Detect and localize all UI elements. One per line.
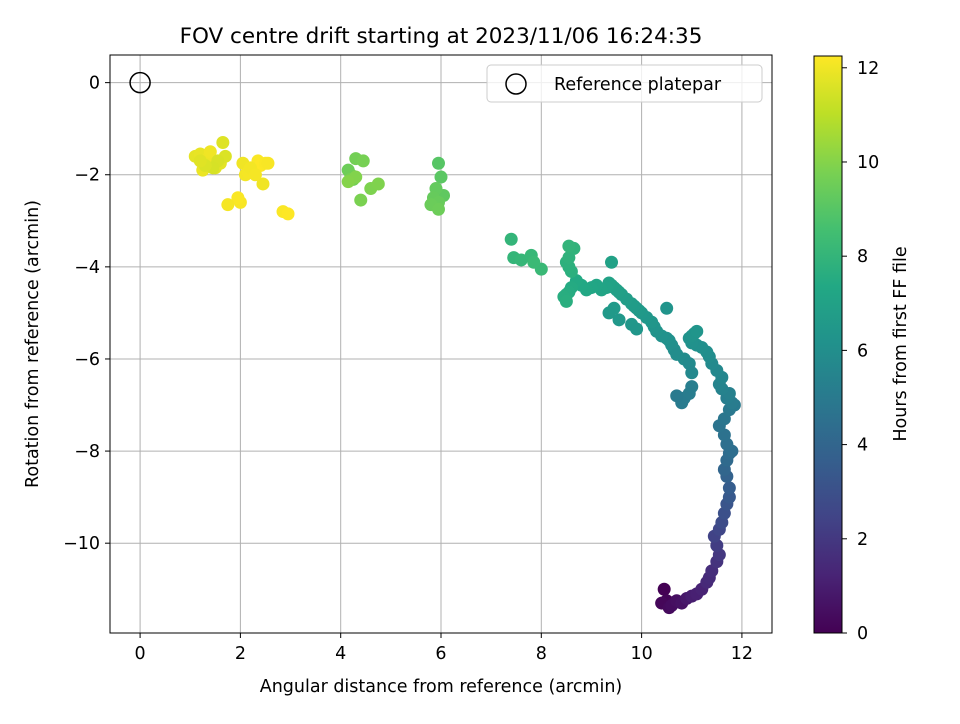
reference-platepar-marker <box>129 71 151 94</box>
data-point <box>722 481 736 495</box>
data-point <box>256 177 270 191</box>
legend-marker-reference <box>505 73 527 95</box>
colorbar-tick-label: 4 <box>857 436 868 456</box>
grid-lines <box>110 55 772 633</box>
data-point <box>602 306 616 320</box>
colorbar-tick-label: 8 <box>857 247 868 267</box>
colorbar-tick-label: 0 <box>857 624 868 644</box>
data-point <box>341 175 355 189</box>
colorbar: 0 2 4 6 8 10 12 Hours from first FF file <box>813 55 911 644</box>
y-tick-label: 0 <box>89 74 100 94</box>
data-point <box>248 168 262 182</box>
data-point <box>605 255 619 269</box>
data-point <box>231 191 245 205</box>
data-point <box>670 347 684 361</box>
legend: Reference platepar <box>486 64 763 103</box>
data-point <box>690 324 704 338</box>
colorbar-ticks: 0 2 4 6 8 10 12 <box>842 59 879 644</box>
colorbar-gradient <box>813 55 843 634</box>
x-tick-label: 4 <box>335 644 346 664</box>
data-point <box>356 154 370 168</box>
data-point <box>431 156 445 170</box>
y-tick-label: −4 <box>74 258 100 278</box>
data-point <box>193 154 207 168</box>
data-point <box>722 490 736 504</box>
y-tick-label: −6 <box>74 350 100 370</box>
colorbar-tick-label: 2 <box>857 530 868 550</box>
x-tick-label: 8 <box>536 644 547 664</box>
legend-label-reference: Reference platepar <box>554 75 722 95</box>
colorbar-tick-label: 6 <box>857 341 868 361</box>
y-tick-label: −8 <box>74 442 100 462</box>
data-point <box>630 322 644 336</box>
x-tick-label: 12 <box>731 644 753 664</box>
data-point <box>504 232 518 246</box>
data-point <box>612 313 626 327</box>
chart-title: FOV centre drift starting at 2023/11/06 … <box>180 24 703 49</box>
x-axis-label: Angular distance from reference (arcmin) <box>260 677 623 697</box>
data-point <box>559 294 573 308</box>
colorbar-tick-label: 12 <box>857 59 879 79</box>
data-point <box>434 170 448 184</box>
data-point <box>203 145 217 159</box>
x-tick-label: 6 <box>435 644 446 664</box>
data-point <box>527 255 541 269</box>
colorbar-label: Hours from first FF file <box>891 246 911 441</box>
x-tick-label: 2 <box>235 644 246 664</box>
data-point <box>685 366 699 380</box>
y-axis-label: Rotation from reference (arcmin) <box>23 200 43 488</box>
data-points <box>188 136 741 615</box>
data-point <box>261 156 275 170</box>
colorbar-tick-label: 10 <box>857 153 879 173</box>
x-tick-label: 10 <box>630 644 652 664</box>
data-point <box>354 193 368 207</box>
data-point <box>514 253 528 267</box>
data-point <box>657 582 671 596</box>
data-point <box>562 239 576 253</box>
data-point <box>281 207 295 221</box>
legend-box <box>486 64 763 103</box>
data-point <box>670 389 684 403</box>
data-point <box>221 198 235 212</box>
data-point <box>371 177 385 191</box>
data-point <box>660 301 674 315</box>
data-point <box>431 202 445 216</box>
x-tick-label: 0 <box>135 644 146 664</box>
y-tick-label: −10 <box>63 534 100 554</box>
data-point <box>216 136 230 150</box>
y-tick-label: −2 <box>74 166 100 186</box>
axis-ticks: 0 2 4 6 8 10 12 0 −2 −4 −6 −8 −10 <box>63 74 753 664</box>
